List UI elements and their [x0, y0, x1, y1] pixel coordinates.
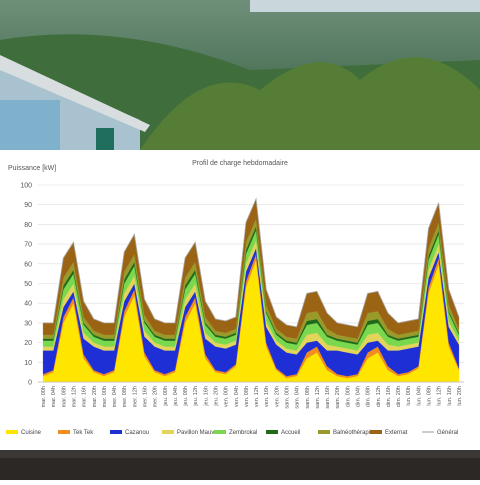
x-tick-label: jeu. 16h [203, 386, 209, 407]
y-tick-label: 100 [20, 183, 32, 190]
legend-swatch [266, 430, 278, 434]
x-tick-label: dim. 08h [366, 386, 372, 407]
x-tick-label: mar. 04h [51, 386, 57, 407]
y-axis-label: Puissance [kW] [8, 165, 56, 172]
x-tick-label: mer. 04h [112, 386, 118, 407]
x-tick-label: jeu. 08h [183, 386, 189, 407]
x-tick-label: mer. 12h [132, 386, 138, 407]
x-tick-label: ven. 04h [234, 386, 240, 407]
x-tick-label: sam. 04h [295, 386, 301, 409]
y-tick-label: 20 [24, 340, 32, 347]
x-tick-label: lun. 20h [457, 386, 463, 406]
x-tick-label: ven. 12h [254, 386, 260, 407]
x-tick-label: mer. 08h [122, 386, 128, 407]
x-tick-label: jeu. 00h [163, 386, 169, 407]
x-tick-label: lun. 04h [416, 386, 422, 406]
x-tick-label: sam. 00h [285, 386, 291, 409]
legend-swatch [162, 430, 174, 434]
x-tick-label: sam. 16h [325, 386, 331, 409]
x-tick-label: lun. 00h [406, 386, 412, 406]
x-tick-label: sam. 20h [335, 386, 341, 409]
x-tick-label: jeu. 04h [173, 386, 179, 407]
y-tick-label: 90 [24, 202, 32, 209]
legend-label: Général [437, 430, 458, 436]
x-tick-label: mer. 16h [143, 386, 149, 407]
x-tick-label: mar. 12h [72, 386, 78, 407]
y-tick-label: 30 [24, 320, 32, 327]
y-tick-label: 40 [24, 301, 32, 308]
legend-label: Zembrokal [229, 430, 257, 436]
x-tick-label: lun. 16h [447, 386, 453, 406]
x-tick-label: mar. 20h [92, 386, 98, 407]
y-tick-label: 60 [24, 261, 32, 268]
legend-label: Cazanou [125, 430, 149, 436]
legend-label: Tek Tek [73, 430, 94, 436]
x-tick-label: mar. 16h [82, 386, 88, 407]
x-tick-label: dim. 20h [396, 386, 402, 407]
x-tick-label: sam. 12h [315, 386, 321, 409]
x-tick-label: lun. 08h [427, 386, 433, 406]
legend-swatch [318, 430, 330, 434]
x-tick-label: mar. 08h [61, 386, 67, 407]
legend-label: Accueil [281, 430, 300, 436]
x-tick-label: dim. 12h [376, 386, 382, 407]
x-tick-label: jeu. 20h [214, 386, 220, 407]
legend-label: Externat [385, 430, 408, 436]
x-tick-label: ven. 00h [224, 386, 230, 407]
x-tick-label: ven. 20h [274, 386, 280, 407]
legend-label: Pavillon Mauve [177, 430, 218, 436]
legend-swatch [110, 430, 122, 434]
x-tick-label: mer. 00h [102, 386, 108, 407]
x-tick-label: mer. 20h [153, 386, 159, 407]
y-tick-label: 80 [24, 222, 32, 229]
legend-swatch [58, 430, 70, 434]
y-tick-label: 50 [24, 281, 32, 288]
legend-swatch [214, 430, 226, 434]
x-tick-label: dim. 16h [386, 386, 392, 407]
x-tick-label: mar. 00h [41, 386, 47, 407]
legend-label: Cuisine [21, 430, 42, 436]
y-tick-label: 10 [24, 360, 32, 367]
x-tick-label: jeu. 12h [193, 386, 199, 407]
x-tick-label: lun. 12h [437, 386, 443, 406]
y-tick-label: 0 [28, 380, 32, 387]
chart-title: Profil de charge hebdomadaire [192, 160, 288, 167]
x-tick-label: dim. 00h [345, 386, 351, 407]
x-tick-label: sam. 08h [305, 386, 311, 409]
x-tick-label: ven. 08h [244, 386, 250, 407]
legend-swatch [370, 430, 382, 434]
legend-label: Balnéothérapie [333, 430, 374, 436]
x-tick-label: dim. 04h [356, 386, 362, 407]
x-tick-label: ven. 16h [264, 386, 270, 407]
legend-swatch [6, 430, 18, 434]
series-line [43, 197, 460, 328]
y-tick-label: 70 [24, 242, 32, 249]
